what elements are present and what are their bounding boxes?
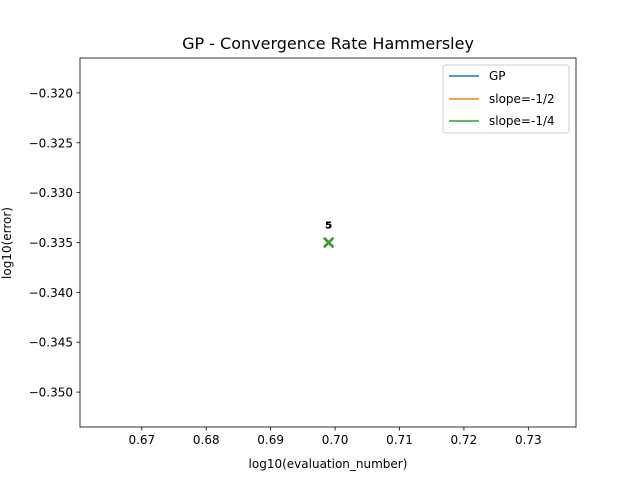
- y-tick-label: −0.340: [29, 286, 73, 300]
- point-annotation: 5: [325, 221, 332, 232]
- x-tick-label: 0.69: [257, 433, 284, 447]
- x-tick-label: 0.70: [322, 433, 349, 447]
- legend: GP slope=-1/2 slope=-1/4: [442, 64, 570, 134]
- x-tick-label: 0.72: [451, 433, 478, 447]
- y-axis-label: log10(error): [0, 207, 14, 279]
- chart-title: GP - Convergence Rate Hammersley: [182, 34, 474, 53]
- legend-label-gp: GP: [489, 69, 506, 83]
- plot-area: 555: [323, 221, 334, 248]
- legend-box: [442, 64, 570, 134]
- axis-ticks: 0.67 0.68 0.69 0.70 0.71 0.72 0.73 −0.320 −0.325…: [29, 86, 542, 447]
- x-tick-label: 0.67: [128, 433, 155, 447]
- x-tick-label: 0.73: [515, 433, 542, 447]
- y-tick-label: −0.335: [29, 236, 73, 250]
- axes-frame: [79, 57, 577, 428]
- x-tick-label: 0.68: [193, 433, 220, 447]
- legend-label-slope-quarter: slope=-1/4: [489, 114, 555, 128]
- y-tick-label: −0.330: [29, 186, 73, 200]
- x-tick-label: 0.71: [386, 433, 413, 447]
- point-annotation: 5: [325, 221, 332, 232]
- legend-label-slope-half: slope=-1/2: [489, 92, 555, 106]
- y-tick-label: −0.320: [29, 86, 73, 100]
- y-tick-label: −0.345: [29, 336, 73, 350]
- x-axis-label: log10(evaluation_number): [249, 457, 408, 471]
- y-tick-label: −0.350: [29, 386, 73, 400]
- point-annotation: 5: [325, 221, 332, 232]
- y-tick-label: −0.325: [29, 136, 73, 150]
- data-point: [323, 237, 334, 248]
